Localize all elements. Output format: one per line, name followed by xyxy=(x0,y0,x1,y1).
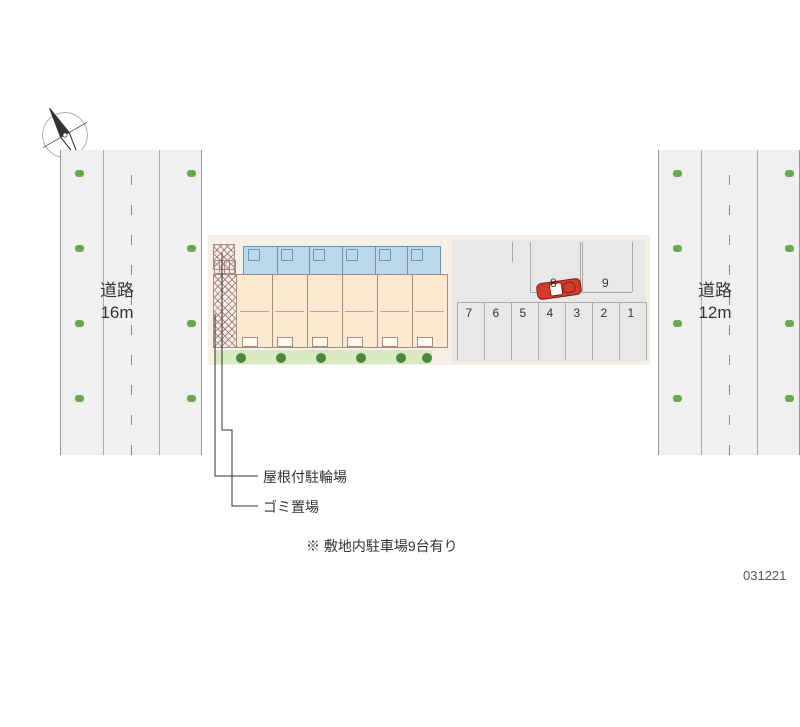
unit-door xyxy=(417,337,433,347)
parking-slot-number: 5 xyxy=(520,306,527,320)
garbage-area xyxy=(213,244,235,270)
unit-door xyxy=(242,337,258,347)
shrub-icon xyxy=(276,353,286,363)
parking-slot-number: 6 xyxy=(493,306,500,320)
building xyxy=(236,274,448,348)
unit-door xyxy=(382,337,398,347)
parking-slot-number: 1 xyxy=(628,306,635,320)
parking-slot-number: 9 xyxy=(602,276,609,290)
annotation-bike-parking: 屋根付駐輪場 xyxy=(263,467,347,487)
parking-note: ※ 敷地内駐車場9台有り xyxy=(306,536,458,556)
parking-slot-number: 7 xyxy=(466,306,473,320)
unit-door xyxy=(277,337,293,347)
unit-door xyxy=(312,337,328,347)
shrub-icon xyxy=(236,353,246,363)
entrance-area xyxy=(213,274,237,348)
annotation-garbage: ゴミ置場 xyxy=(263,497,319,517)
shrub-icon xyxy=(396,353,406,363)
parking-slot-number: 2 xyxy=(601,306,608,320)
unit-door xyxy=(347,337,363,347)
balcony-strip xyxy=(243,246,441,276)
parking-slot-number: 3 xyxy=(574,306,581,320)
road-left-label: 道路16m xyxy=(100,280,134,324)
shrub-icon xyxy=(316,353,326,363)
parking-slot-number: 4 xyxy=(547,306,554,320)
document-id: 031221 xyxy=(743,568,786,583)
shrub-icon xyxy=(356,353,366,363)
parking-slot-number: 8 xyxy=(550,276,557,290)
shrub-icon xyxy=(422,353,432,363)
road-right-label: 道路12m xyxy=(698,280,732,324)
